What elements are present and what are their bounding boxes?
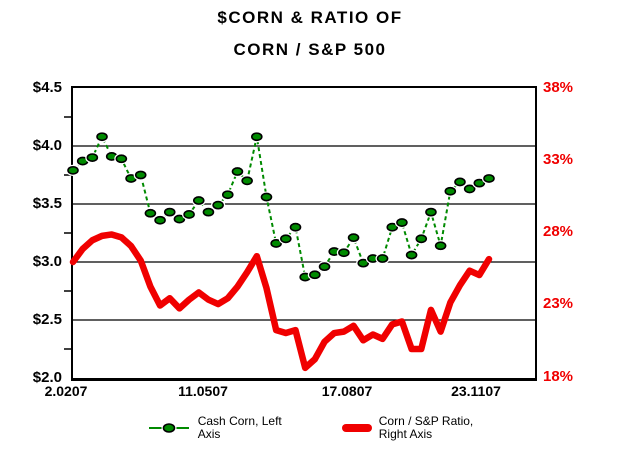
x-axis-tick-label: 23.1107 [451, 383, 501, 399]
corn-marker [212, 200, 224, 210]
ratio-swatch-icon [341, 424, 372, 433]
corn-marker [202, 207, 215, 217]
corn-marker [444, 186, 457, 196]
left-axis-label: $3.5 [32, 195, 62, 212]
left-axis-label: $2.0 [32, 369, 62, 386]
plot-area [64, 86, 537, 381]
corn-marker [309, 270, 321, 280]
corn-marker [154, 215, 166, 225]
corn-marker [396, 218, 408, 227]
corn-marker [86, 153, 99, 162]
corn-marker [280, 234, 292, 244]
right-axis-label: 33% [543, 151, 574, 168]
legend-item-corn-sp-ratio: Corn / S&P Ratio, Right Axis [341, 414, 474, 442]
corn-marker [144, 208, 157, 218]
left-axis-label: $4.0 [32, 137, 62, 154]
ratio-line [69, 231, 493, 372]
corn-marker [163, 207, 176, 217]
corn-marker [434, 241, 447, 251]
legend-label-cash-corn: Cash Corn, Left Axis [197, 414, 282, 442]
legend: Cash Corn, Left Axis Corn / S&P Ratio, R… [0, 414, 620, 442]
corn-marker [289, 222, 302, 232]
corn-marker [231, 167, 244, 176]
right-axis-label: 38% [543, 79, 574, 96]
corn-marker [463, 184, 476, 194]
corn-marker [251, 132, 263, 142]
x-axis-tick-label: 11.0507 [178, 383, 228, 399]
corn-marker [173, 214, 186, 224]
right-axis-label: 18% [543, 368, 574, 385]
corn-marker [357, 258, 370, 268]
corn-marker [183, 210, 195, 219]
corn-marker [338, 248, 350, 258]
chart-title-line1: $CORN & RATIO OF [217, 8, 403, 27]
legend-label-corn-sp-ratio: Corn / S&P Ratio, Right Axis [378, 414, 474, 442]
left-axis-label: $3.0 [32, 253, 62, 270]
cash-corn-swatch-icon [148, 422, 189, 435]
legend-item-cash-corn: Cash Corn, Left Axis [147, 414, 282, 442]
corn-marker [134, 170, 147, 180]
left-axis-label: $2.5 [32, 311, 62, 328]
x-axis-tick-label: 17.0807 [321, 383, 373, 399]
corn-marker [386, 222, 399, 232]
plot-canvas [64, 116, 535, 372]
corn-marker [96, 132, 108, 142]
corn-marker [115, 154, 128, 164]
right-axis-label: 28% [543, 223, 574, 240]
corn-marker [192, 196, 205, 205]
corn-marker [454, 177, 466, 187]
corn-marker [221, 190, 234, 200]
corn-marker [270, 239, 282, 248]
corn-marker [473, 178, 486, 188]
corn-marker [425, 207, 437, 217]
corn-marker [405, 250, 418, 260]
right-axis-label: 23% [543, 295, 574, 312]
corn-marker [241, 176, 253, 186]
corn-marker [347, 233, 360, 243]
corn-marker [67, 165, 79, 175]
x-axis-tick-label: 2.0207 [44, 383, 88, 399]
corn-marker [376, 254, 389, 263]
corn-marker [260, 192, 273, 202]
chart-title-line2: CORN / S&P 500 [233, 40, 387, 59]
corn-marker [483, 174, 495, 183]
corn-marker [415, 234, 428, 244]
corn-marker [318, 262, 331, 272]
left-axis-label: $4.5 [32, 79, 62, 96]
